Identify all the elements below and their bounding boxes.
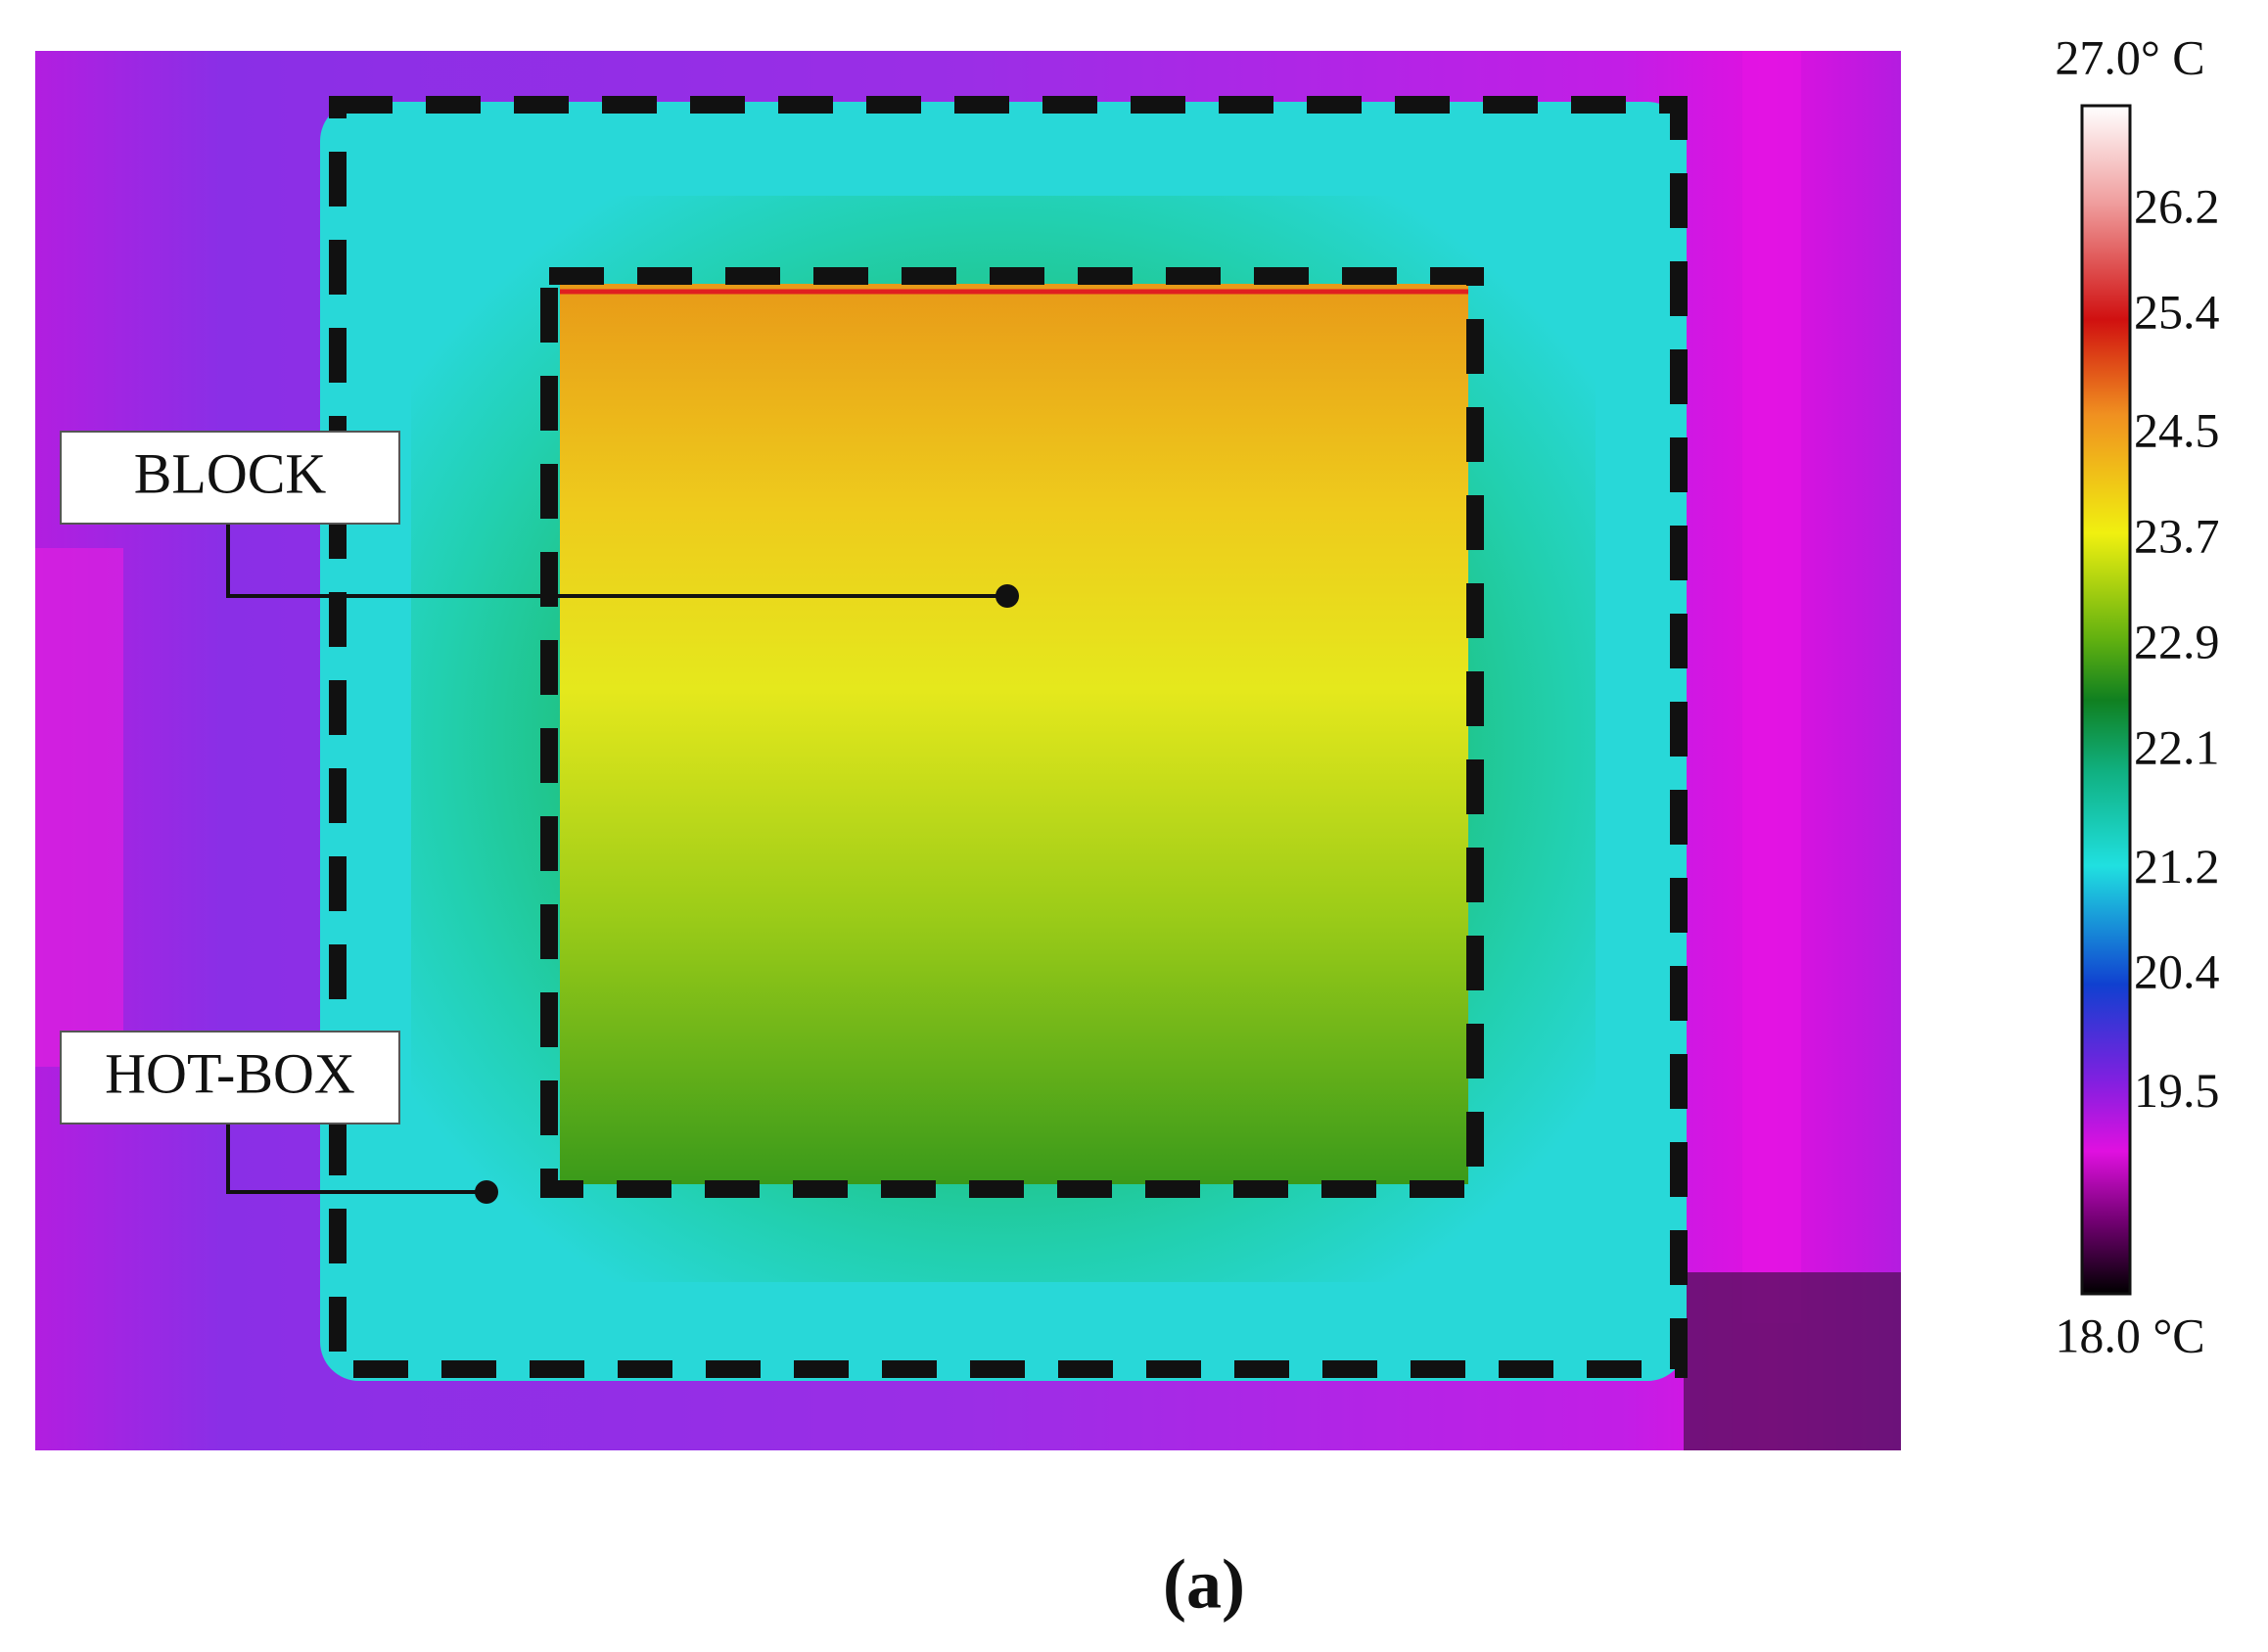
- colorbar-tick-label: 23.7: [2134, 509, 2220, 564]
- callouts: BLOCK HOT-BOX: [60, 431, 1019, 1204]
- colorbar: 27.0° C 18.0 °C: [2055, 29, 2204, 1362]
- colorbar-tick-label: 26.2: [2134, 178, 2220, 233]
- block-label: BLOCK: [134, 441, 327, 505]
- colorbar-tick-label: 24.5: [2134, 403, 2220, 458]
- thermal-image: [35, 51, 1901, 1450]
- colorbar-tick-label: 22.1: [2134, 719, 2220, 774]
- colorbar-tick-label: 20.4: [2134, 944, 2220, 999]
- colorbar-tick-label: 21.2: [2134, 839, 2220, 894]
- block-outline: [540, 267, 1484, 1198]
- outlines: [329, 96, 1688, 1378]
- caption: (a): [1163, 1545, 1245, 1624]
- colorbar-min-label: 18.0 °C: [2055, 1308, 2204, 1362]
- colorbar-tick-label: 19.5: [2134, 1063, 2220, 1118]
- hot-box-label: HOT-BOX: [105, 1041, 355, 1105]
- colorbar-max-label: 27.0° C: [2055, 29, 2204, 84]
- hot-box-outline: [329, 96, 1688, 1378]
- colorbar-tick-label: 25.4: [2134, 284, 2220, 339]
- colorbar-tick-label: 22.9: [2134, 615, 2220, 669]
